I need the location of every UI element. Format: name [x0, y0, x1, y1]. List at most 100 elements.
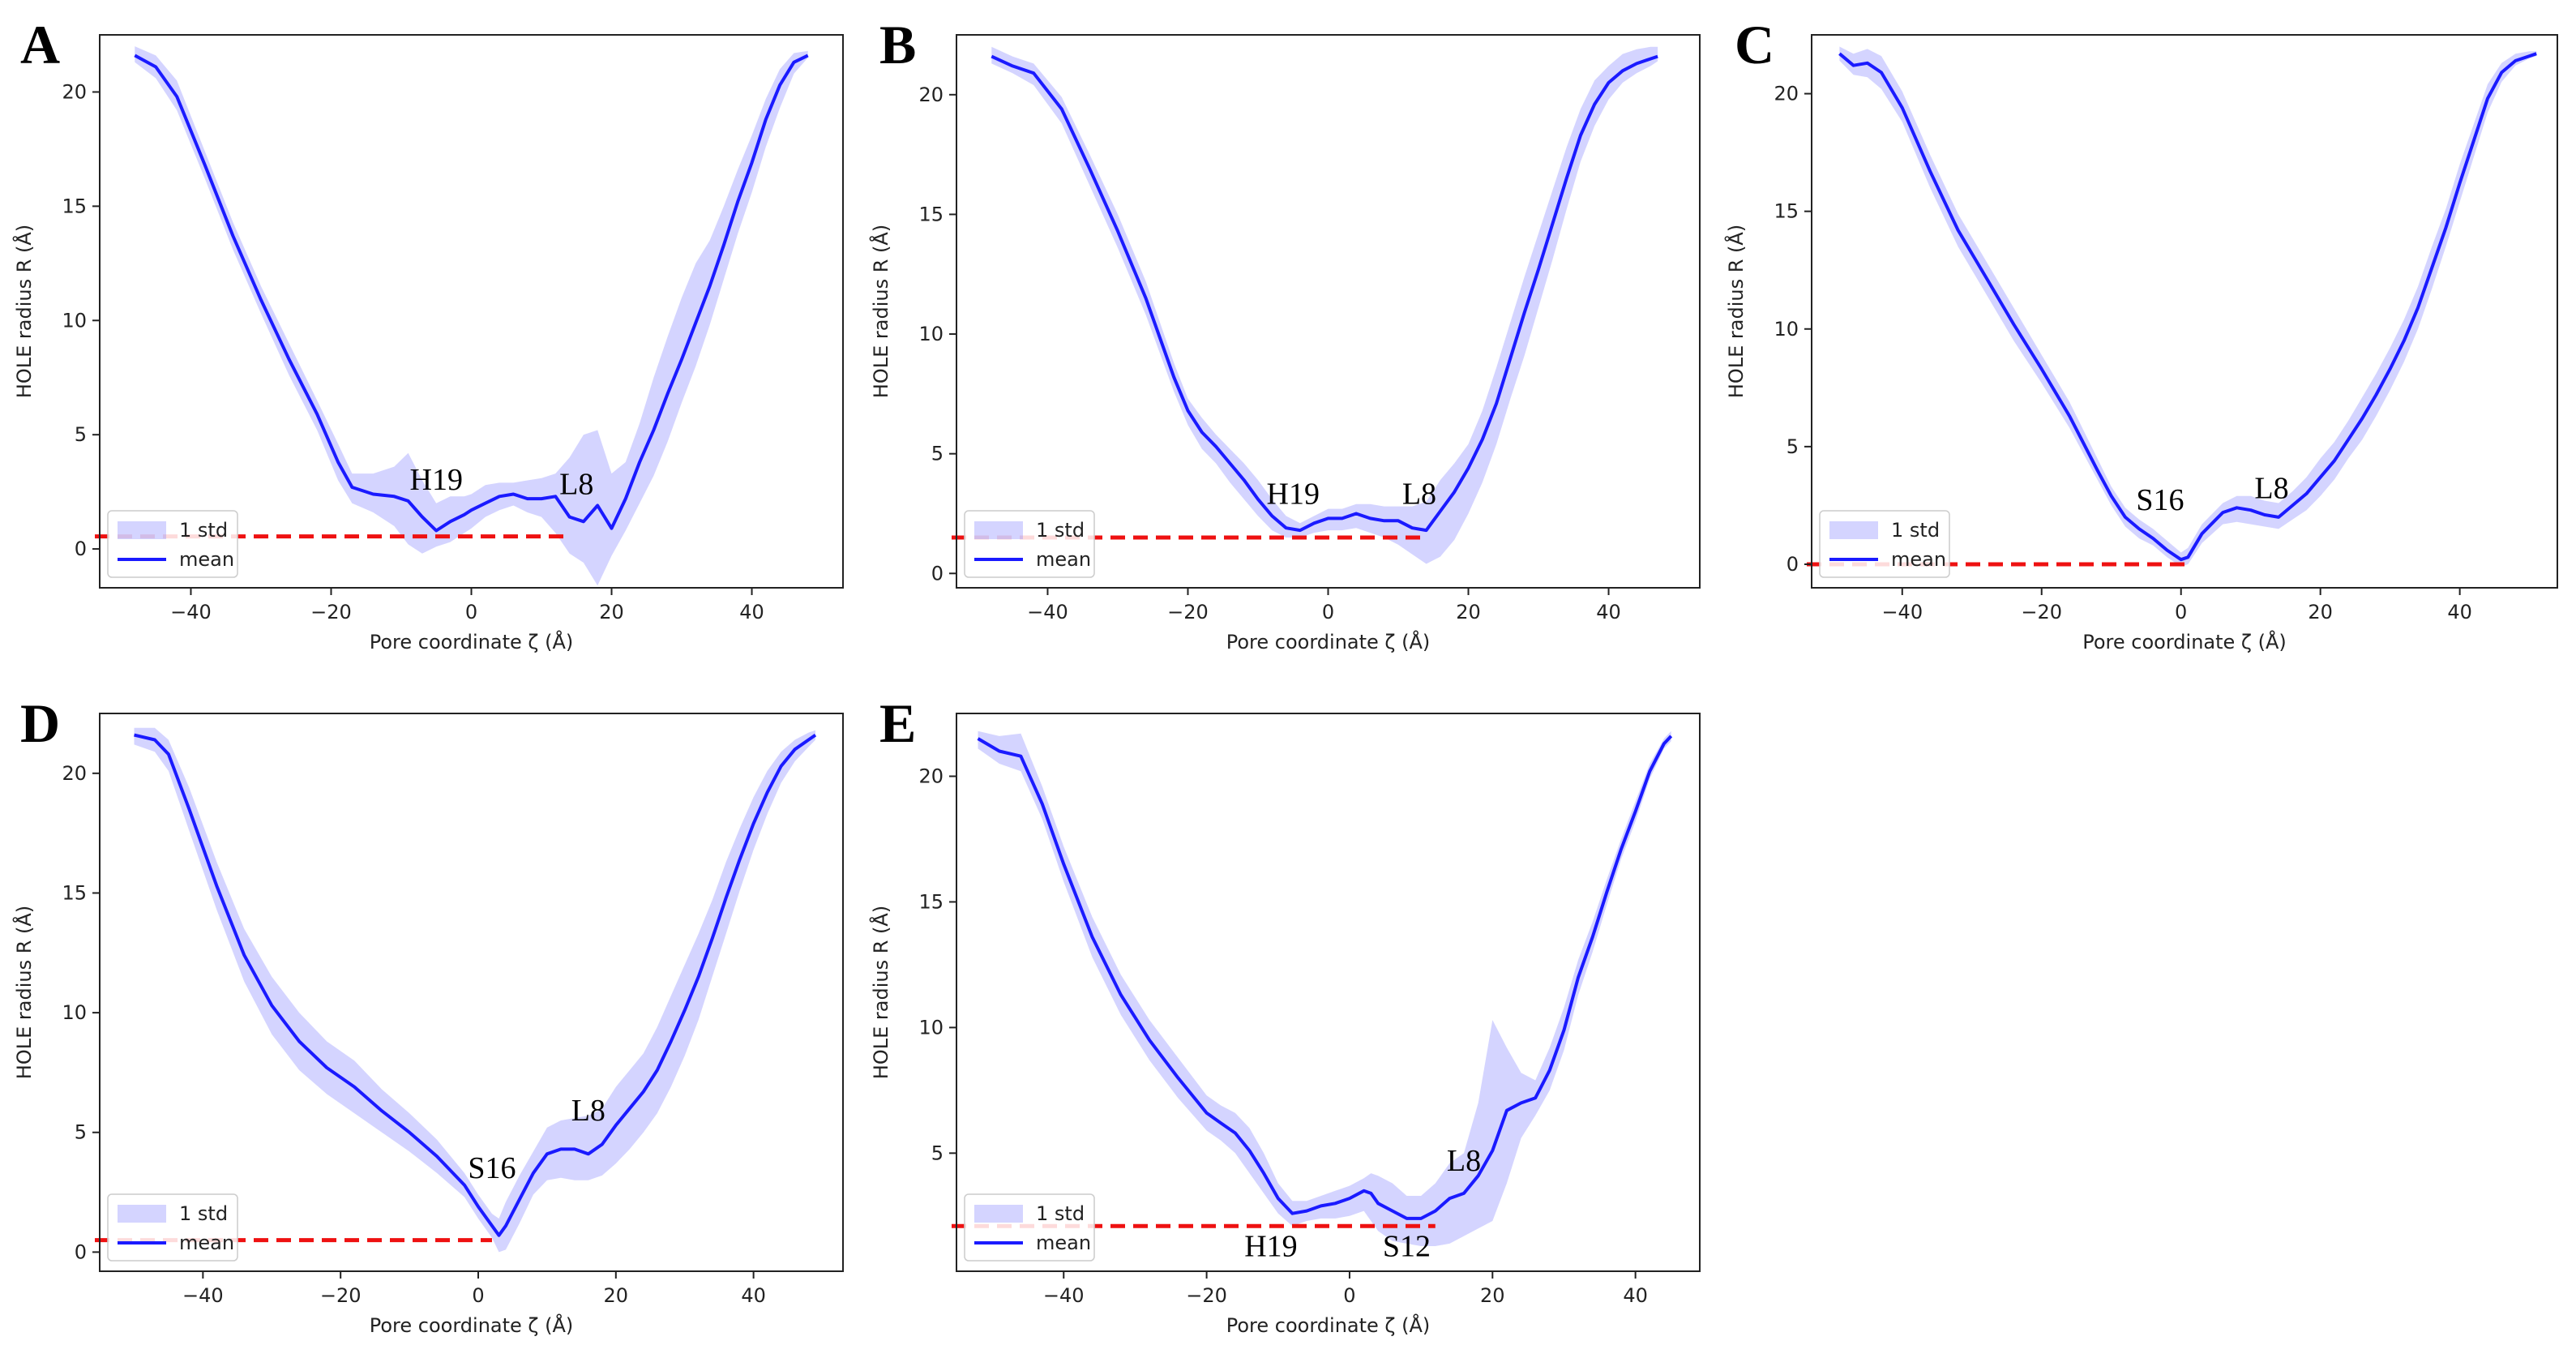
- y-tick-label: 5: [75, 1121, 87, 1144]
- y-tick-label: 10: [62, 309, 87, 332]
- legend-mean-label: mean: [179, 548, 234, 571]
- x-tick-label: −40: [170, 601, 212, 623]
- y-tick-label: 5: [75, 423, 87, 446]
- legend-mean-label: mean: [1891, 548, 1946, 571]
- panel-D: −40 −20 0 20 40 0 5 10 15 20 Pore coordinate ζ (Å)…: [12, 692, 844, 1337]
- x-tick-label: −20: [2021, 601, 2062, 623]
- mean-line: [991, 54, 1658, 533]
- y-tick-label: 5: [931, 1142, 944, 1164]
- plot-area: [991, 46, 1658, 564]
- annotation-s12: S12: [1383, 1229, 1431, 1263]
- panel-letter: C: [1735, 14, 1774, 75]
- legend-mean-label: mean: [1036, 1232, 1091, 1254]
- annotation-l8: L8: [2254, 472, 2288, 506]
- y-tick-label: 0: [75, 538, 87, 560]
- legend-std-label: 1 std: [179, 519, 228, 542]
- y-axis-label: HOLE radius R (Å): [869, 225, 892, 398]
- y-tick-label: 10: [918, 1016, 944, 1039]
- y-tick-label: 10: [918, 323, 944, 345]
- y-tick-label: 20: [918, 84, 944, 106]
- panel-A: −40 −20 0 20 40 0 5 10 15 20 Pore coordinate ζ (Å)…: [12, 14, 844, 653]
- x-tick-label: 20: [599, 601, 624, 623]
- x-axis-label: Pore coordinate ζ (Å): [1226, 630, 1431, 653]
- y-tick-label: 20: [1774, 83, 1799, 105]
- panel-E: −40 −20 0 20 40 5 10 15 20 Pore coordinate ζ (Å) H…: [869, 692, 1701, 1337]
- plot-area: [1838, 46, 2537, 567]
- x-tick-label: 0: [465, 601, 477, 623]
- y-tick-label: 0: [931, 562, 944, 585]
- legend-mean-label: mean: [1036, 548, 1091, 571]
- legend-std-swatch: [974, 1205, 1023, 1223]
- y-tick-label: 0: [1787, 553, 1799, 576]
- x-tick-label: 20: [604, 1284, 629, 1307]
- panel-letter: A: [20, 14, 60, 75]
- legend-std-label: 1 std: [1036, 519, 1085, 542]
- y-tick-label: 15: [918, 203, 944, 225]
- legend-std-swatch: [118, 1205, 166, 1223]
- panel-B: −40 −20 0 20 40 0 5 10 15 20 Pore coordinate ζ (Å)…: [869, 14, 1701, 653]
- y-axis-label: HOLE radius R (Å): [12, 906, 36, 1079]
- y-tick-label: 5: [1787, 435, 1799, 458]
- y-tick-label: 15: [1774, 200, 1799, 223]
- x-tick-label: 20: [1456, 601, 1481, 623]
- std-band: [135, 46, 808, 586]
- x-axis-label: Pore coordinate ζ (Å): [370, 630, 574, 653]
- annotation-l8: L8: [1402, 478, 1436, 512]
- y-tick-label: 20: [62, 80, 87, 103]
- x-tick-label: 40: [1596, 601, 1621, 623]
- x-tick-label: −20: [1167, 601, 1209, 623]
- x-tick-label: 0: [1343, 1284, 1355, 1307]
- y-tick-label: 15: [62, 881, 87, 904]
- legend-std-swatch: [1829, 521, 1878, 539]
- x-tick-label: −20: [320, 1284, 362, 1307]
- y-tick-label: 5: [931, 443, 944, 465]
- x-tick-label: 20: [2308, 601, 2333, 623]
- x-tick-label: −40: [1043, 1284, 1085, 1307]
- x-tick-label: 40: [1623, 1284, 1648, 1307]
- annotation-h19: H19: [1244, 1229, 1297, 1263]
- axes-frame: [99, 713, 844, 1272]
- y-tick-label: 20: [918, 765, 944, 787]
- axes-frame: [1811, 34, 2558, 589]
- panel-letter: D: [20, 692, 60, 754]
- legend-std-swatch: [974, 521, 1023, 539]
- y-axis-label: HOLE radius R (Å): [869, 906, 892, 1079]
- y-tick-label: 10: [62, 1001, 87, 1024]
- x-tick-label: 0: [472, 1284, 484, 1307]
- x-tick-label: −20: [310, 601, 352, 623]
- legend-mean-label: mean: [179, 1232, 234, 1254]
- x-tick-label: −40: [1027, 601, 1068, 623]
- y-axis-label: HOLE radius R (Å): [1724, 225, 1748, 398]
- plot-area: [134, 46, 809, 586]
- panel-letter: E: [879, 692, 916, 754]
- legend-std-label: 1 std: [1036, 1202, 1085, 1225]
- plot-area: [134, 727, 817, 1253]
- mean-line: [977, 735, 1673, 1220]
- x-tick-label: −40: [182, 1284, 224, 1307]
- std-band: [991, 46, 1658, 564]
- y-tick-label: 15: [62, 195, 87, 217]
- annotation-s16: S16: [2136, 483, 2184, 517]
- legend-std-label: 1 std: [179, 1202, 228, 1225]
- x-axis-label: Pore coordinate ζ (Å): [370, 1313, 574, 1337]
- y-tick-label: 15: [918, 890, 944, 913]
- plot-area: [977, 730, 1673, 1246]
- y-tick-label: 10: [1774, 318, 1799, 341]
- x-axis-label: Pore coordinate ζ (Å): [2082, 630, 2287, 653]
- std-band: [1839, 46, 2537, 567]
- x-tick-label: 0: [2175, 601, 2187, 623]
- std-band: [134, 727, 815, 1253]
- x-tick-label: 40: [741, 1284, 766, 1307]
- annotation-s16: S16: [468, 1151, 516, 1185]
- annotation-l8: L8: [1447, 1144, 1481, 1178]
- annotation-h19: H19: [410, 463, 463, 497]
- axes-frame: [956, 713, 1701, 1272]
- legend-std-label: 1 std: [1891, 519, 1940, 542]
- y-tick-label: 20: [62, 762, 87, 785]
- x-tick-label: 20: [1480, 1284, 1505, 1307]
- panel-C: −40 −20 0 20 40 0 5 10 15 20 Pore coordinate ζ (Å)…: [1724, 14, 2558, 653]
- mean-line: [134, 54, 809, 533]
- y-tick-label: 0: [75, 1240, 87, 1263]
- std-band: [978, 730, 1671, 1246]
